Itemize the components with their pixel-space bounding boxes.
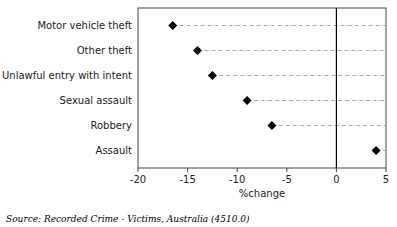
category-label: Robbery [91, 120, 133, 131]
x-tick-label: -20 [130, 174, 146, 185]
plot-frame [138, 8, 386, 168]
x-tick-label: -5 [282, 174, 292, 185]
guide-line [212, 75, 386, 76]
category-label: Other theft [77, 45, 132, 56]
x-tick [237, 168, 238, 172]
dot [168, 21, 177, 30]
x-tick [386, 168, 387, 172]
chart: -20 -15 -10 -5 0 5 %change Motor vehicle theft O… [0, 0, 397, 227]
category-label: Unlawful entry with intent [2, 70, 132, 81]
category-label: Assault [96, 145, 133, 156]
x-tick [286, 168, 287, 172]
x-tick [138, 168, 139, 172]
dot [208, 71, 217, 80]
x-tick-label: 0 [333, 174, 339, 185]
dot [193, 46, 202, 55]
guide-line [272, 125, 386, 126]
category-label: Motor vehicle theft [37, 20, 132, 31]
x-tick [187, 168, 188, 172]
dot [372, 146, 381, 155]
chart-container: -20 -15 -10 -5 0 5 %change Motor vehicle theft O… [0, 0, 397, 227]
guide-line [247, 100, 386, 101]
source-note: Source: Recorded Crime - Victims, Austra… [6, 214, 250, 224]
x-tick [336, 168, 337, 172]
guide-line [198, 50, 386, 51]
plot-area [168, 8, 386, 168]
dot [267, 121, 276, 130]
guide-line [173, 25, 386, 26]
x-tick-label: -10 [229, 174, 245, 185]
x-axis-label: %change [239, 188, 285, 199]
dot [243, 96, 252, 105]
x-tick-label: 5 [383, 174, 389, 185]
category-label: Sexual assault [60, 95, 132, 106]
reference-line [336, 8, 337, 168]
x-tick-label: -15 [179, 174, 195, 185]
